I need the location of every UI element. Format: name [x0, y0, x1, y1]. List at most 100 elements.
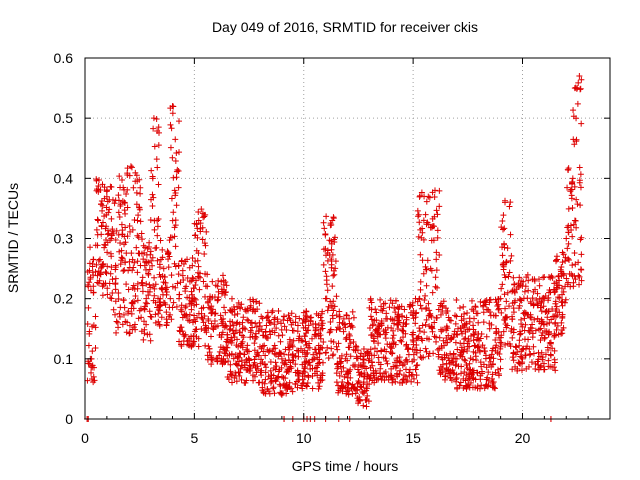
data-point — [577, 184, 584, 191]
data-point — [355, 379, 362, 386]
data-point — [182, 303, 189, 310]
data-point — [324, 344, 331, 351]
data-point — [117, 239, 124, 246]
data-point — [552, 257, 559, 264]
data-point — [290, 357, 297, 364]
data-point — [433, 249, 440, 256]
data-point — [90, 373, 97, 380]
data-point — [303, 383, 310, 390]
data-point — [500, 328, 507, 335]
data-point — [262, 369, 269, 376]
chart-title: Day 049 of 2016, SRMTID for receiver cki… — [212, 19, 478, 35]
data-point — [132, 326, 139, 333]
data-point — [105, 230, 112, 237]
data-point — [195, 217, 202, 224]
data-point — [278, 326, 285, 333]
data-point — [324, 287, 331, 294]
data-point — [155, 215, 162, 222]
data-point — [325, 355, 332, 362]
data-point — [147, 248, 154, 255]
data-point — [578, 76, 585, 83]
data-point — [151, 143, 158, 150]
data-point — [117, 261, 124, 268]
data-point — [116, 313, 123, 320]
data-point — [112, 280, 119, 287]
data-point — [338, 368, 345, 375]
data-point — [461, 321, 468, 328]
data-point — [427, 265, 434, 272]
data-point — [390, 320, 397, 327]
data-point — [121, 267, 128, 274]
data-point — [94, 216, 101, 223]
data-point — [453, 355, 460, 362]
data-point — [425, 353, 432, 360]
data-point — [313, 349, 320, 356]
data-point — [404, 377, 411, 384]
data-point — [458, 370, 465, 377]
data-point — [228, 372, 235, 379]
data-point — [195, 310, 202, 317]
data-point — [443, 323, 450, 330]
data-point — [493, 330, 500, 337]
data-point — [358, 350, 365, 357]
data-point — [310, 351, 317, 358]
data-point — [475, 319, 482, 326]
data-point — [150, 125, 157, 132]
data-point — [567, 188, 574, 195]
data-point — [454, 346, 461, 353]
data-point — [101, 241, 108, 248]
data-point — [555, 331, 562, 338]
data-point — [319, 320, 326, 327]
data-point — [453, 371, 460, 378]
data-point — [98, 222, 105, 229]
data-point — [182, 331, 189, 338]
data-point — [300, 309, 307, 316]
data-point — [565, 255, 572, 262]
data-point — [367, 313, 374, 320]
data-point — [292, 313, 299, 320]
data-point — [89, 362, 96, 369]
data-point — [95, 257, 102, 264]
data-point — [428, 224, 435, 231]
data-point — [113, 329, 120, 336]
data-point — [408, 378, 415, 385]
data-point — [213, 355, 220, 362]
data-point — [564, 281, 571, 288]
data-point — [380, 305, 387, 312]
data-point — [134, 232, 141, 239]
data-point — [350, 314, 357, 321]
data-point — [301, 333, 308, 340]
data-point — [151, 226, 158, 233]
data-point — [263, 322, 270, 329]
data-point — [373, 326, 380, 333]
data-point — [552, 367, 559, 374]
data-point — [139, 288, 146, 295]
data-point — [300, 379, 307, 386]
data-point — [445, 332, 452, 339]
data-point — [280, 313, 287, 320]
data-point — [343, 312, 350, 319]
data-point — [559, 259, 566, 266]
data-point — [463, 320, 470, 327]
data-point — [224, 344, 231, 351]
data-point — [298, 337, 305, 344]
data-point — [565, 205, 572, 212]
data-point — [438, 343, 445, 350]
data-point — [111, 200, 118, 207]
data-point — [490, 378, 497, 385]
data-point — [328, 240, 335, 247]
data-point — [412, 366, 419, 373]
data-point — [570, 283, 577, 290]
data-point — [339, 385, 346, 392]
data-point — [155, 124, 162, 131]
data-point — [285, 312, 292, 319]
y-axis-label: SRMTID / TECUs — [5, 183, 21, 293]
y-tick-label: 0.3 — [54, 231, 74, 247]
data-point — [399, 362, 406, 369]
data-point — [525, 363, 532, 370]
data-point — [240, 325, 247, 332]
data-point — [329, 251, 336, 258]
data-point — [178, 302, 185, 309]
data-point — [104, 291, 111, 298]
data-point — [339, 379, 346, 386]
